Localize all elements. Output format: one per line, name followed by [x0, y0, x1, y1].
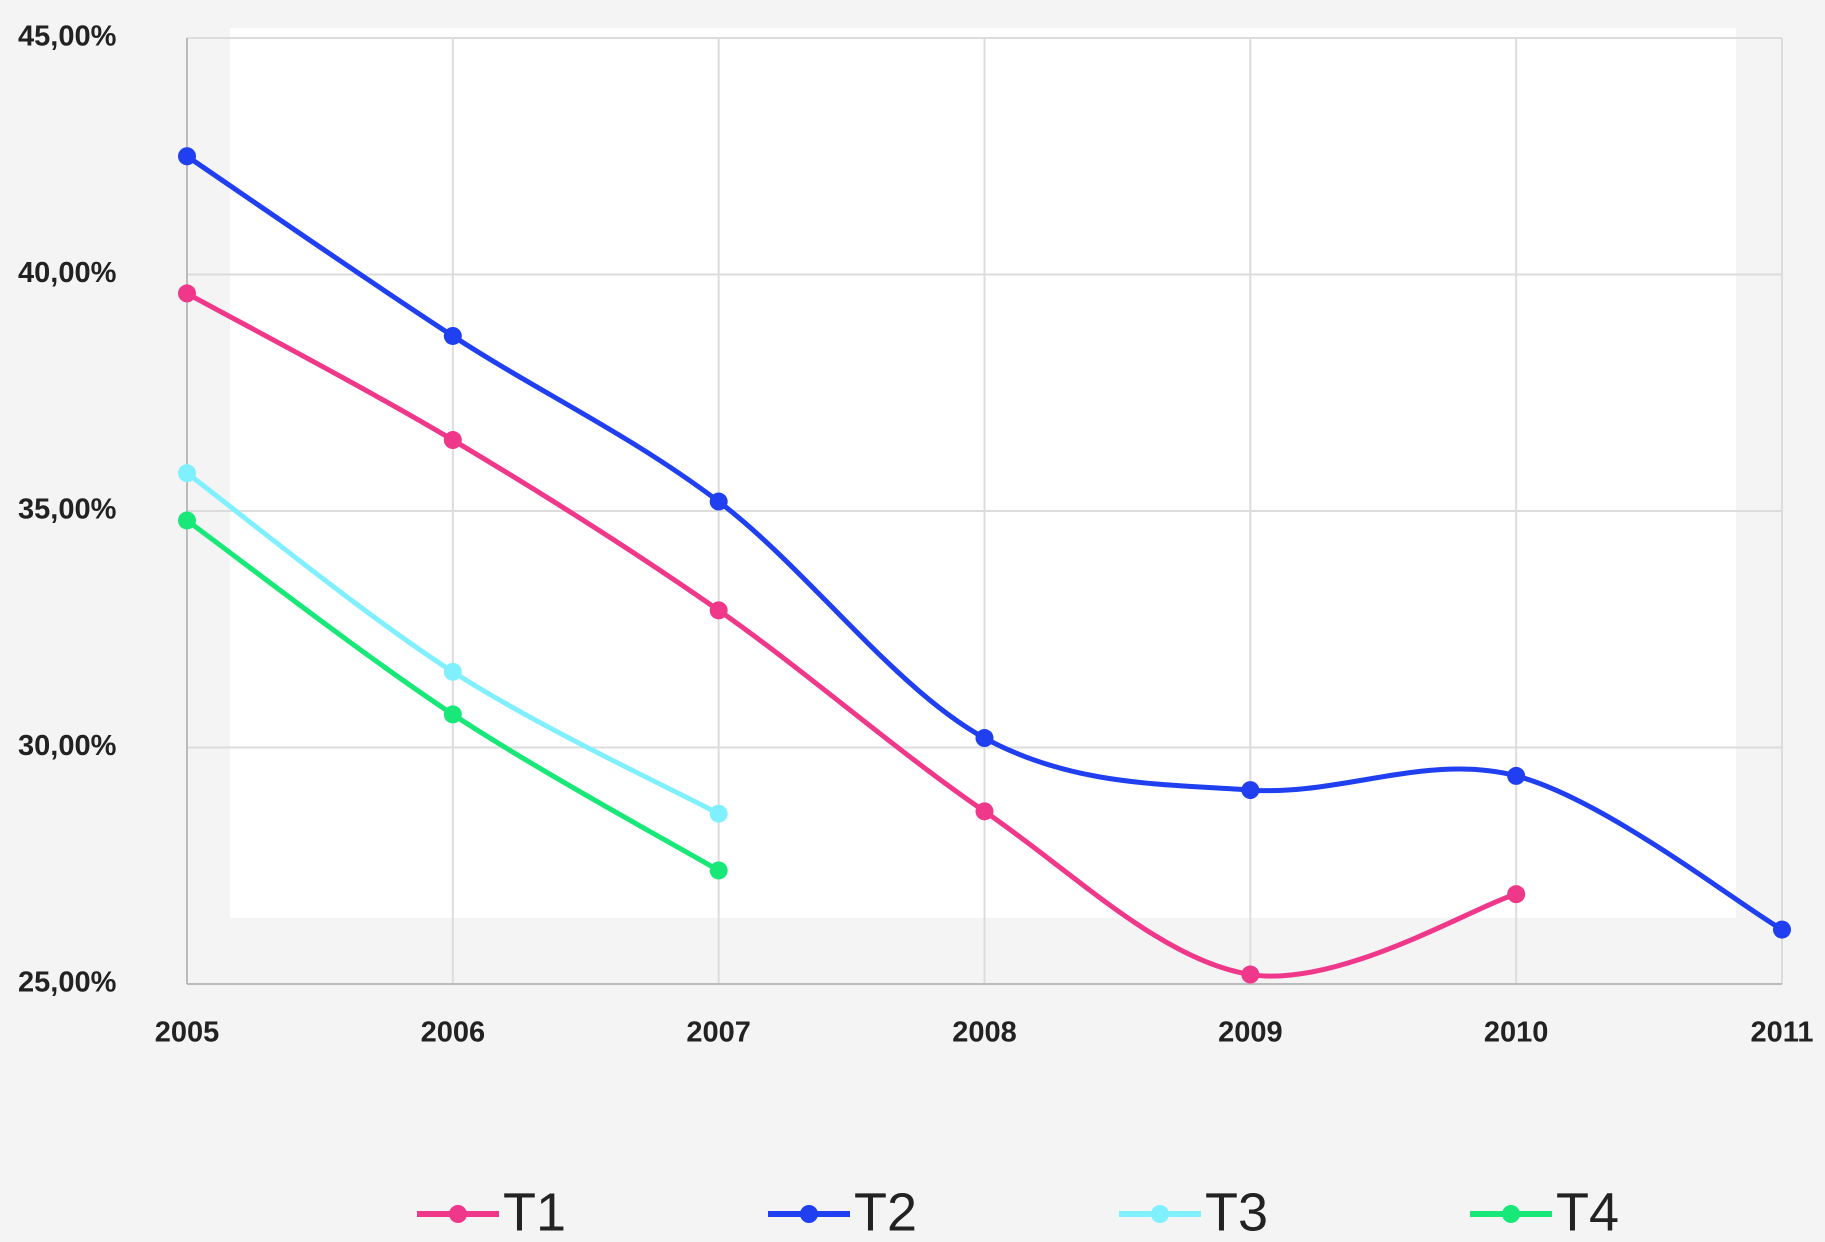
y-tick-label: 40,00%: [18, 257, 117, 289]
data-point: [443, 662, 462, 681]
legend-marker: [449, 1205, 467, 1223]
legend-label: T2: [854, 1182, 917, 1237]
data-point: [1241, 965, 1260, 984]
y-tick-label: 25,00%: [18, 967, 117, 999]
x-tick-label: 2006: [421, 1017, 486, 1049]
data-point: [178, 147, 196, 166]
data-point: [1507, 766, 1526, 785]
legend-label: T4: [1556, 1182, 1619, 1237]
legend-label: T3: [1205, 1182, 1268, 1237]
x-tick-label: 2007: [686, 1017, 751, 1049]
y-tick-label: 45,00%: [18, 21, 117, 53]
y-tick-label: 35,00%: [18, 494, 117, 526]
legend-label: T1: [503, 1182, 566, 1237]
series-line: [185, 291, 1517, 979]
data-point: [443, 705, 462, 724]
data-point: [1241, 781, 1260, 800]
data-point: [709, 861, 728, 880]
data-point: [443, 431, 462, 450]
data-point: [1507, 885, 1526, 904]
y-tick-label: 30,00%: [18, 730, 117, 762]
x-tick-label: 2008: [952, 1017, 1017, 1049]
data-point: [1773, 920, 1791, 939]
x-tick-label: 2011: [1751, 1017, 1814, 1049]
legend-marker: [1151, 1205, 1169, 1223]
data-point: [709, 492, 728, 511]
data-point: [975, 729, 994, 748]
legend-marker: [1502, 1205, 1520, 1223]
x-tick-label: 2009: [1218, 1017, 1283, 1049]
data-point: [443, 326, 462, 345]
plot-background: [230, 28, 1736, 918]
x-tick-label: 2005: [155, 1017, 220, 1049]
data-point: [975, 802, 994, 821]
x-tick-label: 2010: [1484, 1017, 1549, 1049]
data-point: [178, 511, 196, 530]
data-point: [178, 464, 196, 483]
data-point: [178, 284, 196, 303]
data-point: [709, 601, 728, 620]
legend-marker: [800, 1205, 818, 1223]
data-point: [709, 804, 728, 823]
